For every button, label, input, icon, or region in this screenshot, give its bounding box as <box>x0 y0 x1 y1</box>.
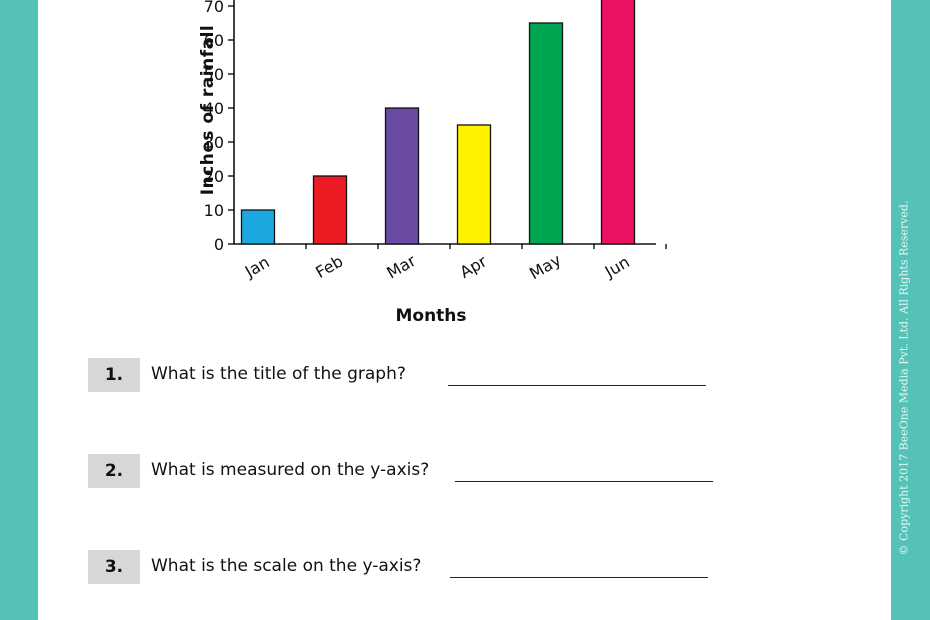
worksheet-page: 0 10 20 30 40 50 60 70 Jan Feb Mar Apr May Jun Inches… <box>38 0 891 620</box>
question-text: What is measured on the y-axis? <box>151 460 430 480</box>
y-tick-label: 0 <box>214 235 224 254</box>
x-tick-label: May <box>526 250 564 283</box>
bar-jan <box>240 209 276 245</box>
bar-mar <box>384 107 420 245</box>
y-tick-label: 70 <box>204 0 224 16</box>
answer-line[interactable] <box>450 577 708 578</box>
question-number: 3. <box>88 550 140 584</box>
y-tick-label: 60 <box>204 31 224 50</box>
y-tick-label: 50 <box>204 65 224 84</box>
bar-jun <box>600 0 636 245</box>
x-axis-label: Months <box>395 306 467 326</box>
bar-apr <box>456 124 492 245</box>
question-2: 2. What is measured on the y-axis? <box>88 454 788 488</box>
copyright-notice: © Copyright 2017 BeeOne Media Pvt. Ltd. … <box>897 200 911 556</box>
x-tick-label: Feb <box>312 251 346 282</box>
question-number: 2. <box>88 454 140 488</box>
y-axis-label: Inches of rainfall <box>198 24 218 196</box>
x-tick-label: Jun <box>601 252 633 281</box>
y-tick-label: 30 <box>204 133 224 152</box>
question-1: 1. What is the title of the graph? <box>88 358 788 392</box>
x-tick-label: Mar <box>383 251 419 283</box>
x-tick-label: Jan <box>241 252 273 281</box>
answer-line[interactable] <box>448 385 706 386</box>
question-3: 3. What is the scale on the y-axis? <box>88 550 788 584</box>
answer-line[interactable] <box>455 481 713 482</box>
y-tick-label: 40 <box>204 99 224 118</box>
x-tick-label: Apr <box>457 251 491 282</box>
y-tick-label: 10 <box>204 201 224 220</box>
question-number: 1. <box>88 358 140 392</box>
rainfall-bar-chart: 0 10 20 30 40 50 60 70 Jan Feb Mar Apr May Jun <box>204 0 667 283</box>
y-tick-label: 20 <box>204 167 224 186</box>
bar-may <box>528 22 564 245</box>
bar-feb <box>312 175 348 245</box>
question-text: What is the scale on the y-axis? <box>151 556 422 576</box>
question-text: What is the title of the graph? <box>151 364 406 384</box>
